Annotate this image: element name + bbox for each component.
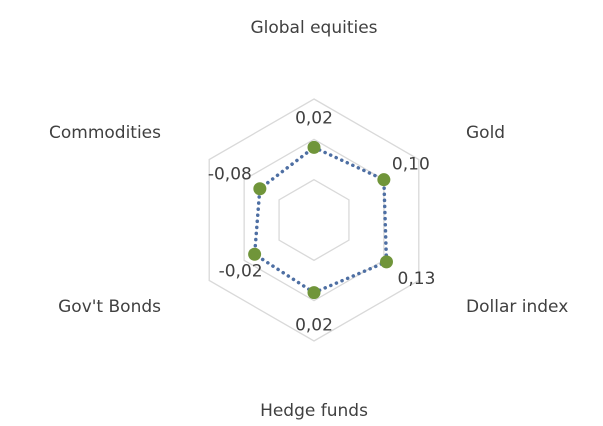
category-label: Commodities [49, 123, 161, 143]
marker [253, 182, 267, 196]
marker [379, 255, 393, 269]
value-label: 0,02 [295, 108, 333, 128]
value-label: -0,08 [208, 165, 252, 185]
grid-ring [208, 98, 420, 342]
marker [307, 286, 321, 300]
category-label: Global equities [250, 18, 377, 38]
value-label: 0,10 [392, 155, 430, 175]
category-label: Dollar index [466, 297, 568, 317]
grid-ring [278, 178, 350, 262]
value-label: -0,02 [219, 261, 263, 281]
category-label: Hedge funds [260, 401, 368, 421]
marker [248, 247, 262, 261]
marker [377, 173, 391, 187]
marker [307, 140, 321, 154]
value-label: 0,02 [295, 316, 333, 336]
category-label: Gov't Bonds [58, 297, 161, 317]
category-label: Gold [466, 123, 505, 143]
value-label: 0,13 [398, 269, 436, 289]
